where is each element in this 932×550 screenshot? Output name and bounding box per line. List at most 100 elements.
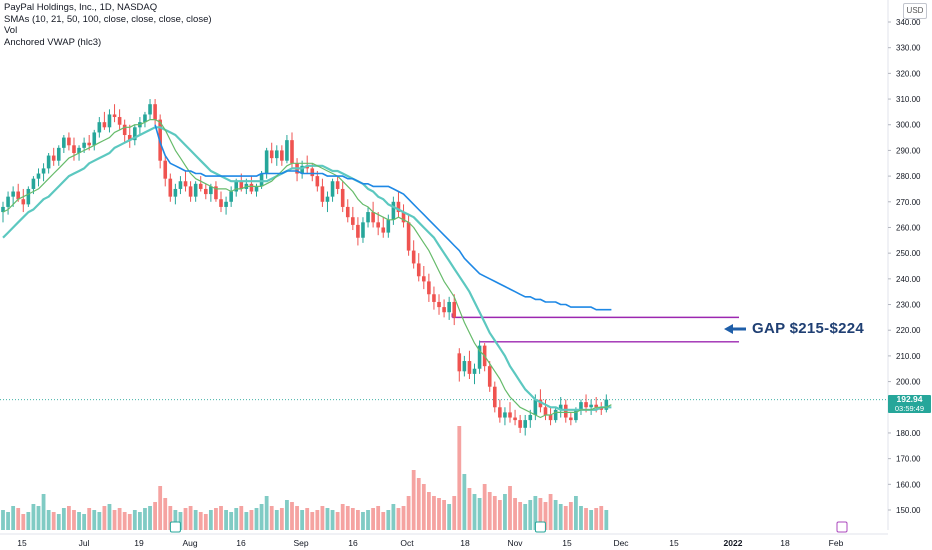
volume-bar <box>442 500 446 530</box>
price-tick-label: 170.00 <box>896 455 921 464</box>
earnings-marker[interactable] <box>169 521 181 533</box>
candle-body <box>6 196 10 207</box>
price-tick-label: 300.00 <box>896 121 921 130</box>
candle-body <box>117 117 122 125</box>
candle-body <box>163 160 168 179</box>
volume-bar <box>568 502 573 530</box>
earnings-marker[interactable] <box>836 521 848 533</box>
candle-body <box>538 399 543 408</box>
volume-bar <box>599 506 604 530</box>
volume-bar <box>173 510 178 530</box>
sma-legend[interactable]: SMAs (10, 21, 50, 100, close, close, clo… <box>4 13 212 25</box>
candle-body <box>209 186 213 195</box>
volume-bar <box>503 494 507 530</box>
symbol-title[interactable]: PayPal Holdings, Inc., 1D, NASDAQ <box>4 2 158 13</box>
chart-legend: PayPal Holdings, Inc., 1D, NASDAQ SMAs (… <box>4 2 212 48</box>
volume-bar <box>330 510 335 530</box>
volume-bar <box>548 494 553 530</box>
candle-body <box>345 206 350 218</box>
candle-body <box>239 181 244 189</box>
volume-bar <box>350 508 355 530</box>
candle-body <box>193 183 198 197</box>
volume-bar <box>11 506 16 530</box>
volume-bar <box>158 486 163 530</box>
volume-bar <box>239 506 244 530</box>
volume-bar <box>41 494 46 530</box>
price-tick-label: 320.00 <box>896 69 921 78</box>
volume-bar <box>589 510 594 530</box>
volume-bar <box>188 506 193 530</box>
volume-bar <box>584 508 588 530</box>
price-axis[interactable]: 150.00160.00170.00180.00190.00200.00210.… <box>887 0 921 530</box>
volume-bar <box>193 510 198 530</box>
volume-legend[interactable]: Vol <box>4 25 18 36</box>
volume-bar <box>1 510 5 530</box>
candle-body <box>330 181 335 197</box>
volume-bar <box>553 500 558 530</box>
last-price-value: 192.94 <box>896 394 923 404</box>
candle-body <box>183 181 188 187</box>
volume-bar <box>325 508 330 530</box>
candle-body <box>259 173 264 187</box>
volume-bar <box>457 426 462 530</box>
volume-bar <box>492 496 497 530</box>
volume-bar <box>543 502 548 530</box>
volume-bar <box>56 514 61 530</box>
candle-body <box>533 399 538 415</box>
volume-bar <box>579 506 583 530</box>
time-axis[interactable]: 15 Jul 19 Aug 16 Sep 16 Oct 18 Nov 15 Dec 15 2022 18 Fe… <box>0 533 888 548</box>
volume-bar <box>361 512 365 530</box>
candle-body <box>351 217 355 225</box>
volume-bar <box>558 504 563 530</box>
volume-bar <box>462 474 467 530</box>
candle-body <box>168 178 173 197</box>
volume-bar <box>148 506 152 530</box>
candle-body <box>310 168 315 177</box>
volume-bar <box>274 510 279 530</box>
candle-body <box>290 140 294 164</box>
volume-bar <box>376 506 381 530</box>
candle-body <box>11 191 15 197</box>
candle-body <box>376 222 380 228</box>
vwap-legend[interactable]: Anchored VWAP (hlc3) <box>4 36 102 48</box>
candle-body <box>356 224 360 238</box>
candle-body <box>224 201 228 207</box>
price-tick-label: 310.00 <box>896 95 921 104</box>
price-tick-label: 280.00 <box>896 172 921 181</box>
candle-body <box>269 150 274 159</box>
volume-bar <box>92 510 97 530</box>
candle-body <box>604 399 609 410</box>
volume-bar <box>61 508 66 530</box>
volume-bar <box>219 506 223 530</box>
candle-body <box>127 135 132 141</box>
volume-bar <box>426 492 431 530</box>
event-markers[interactable] <box>169 521 848 533</box>
volume-bar <box>416 478 421 530</box>
volume-bar <box>249 510 254 530</box>
candle-body <box>77 147 81 153</box>
candle-body <box>107 114 112 128</box>
candle-body <box>148 104 152 115</box>
currency-badge[interactable]: USD <box>903 3 927 19</box>
volume-bar <box>411 470 416 530</box>
candle-body <box>396 201 401 213</box>
volume-bar <box>46 510 51 530</box>
price-tick-label: 210.00 <box>896 352 921 361</box>
candle-body <box>335 181 340 189</box>
candle-body <box>198 183 203 189</box>
candle-body <box>133 127 137 141</box>
time-tick-label: Feb <box>829 538 844 548</box>
candle-body <box>72 145 76 153</box>
volume-bar <box>203 514 208 530</box>
volume-bar <box>82 514 87 530</box>
candle-body <box>508 412 512 418</box>
time-tick-label: Aug <box>182 538 197 548</box>
volume-bar <box>127 514 132 530</box>
time-tick-label: 15 <box>17 538 27 548</box>
volume-bar <box>497 500 502 530</box>
volume-bar <box>234 508 239 530</box>
earnings-marker[interactable] <box>534 521 546 533</box>
candle-body <box>361 222 365 238</box>
candle-body <box>41 168 46 174</box>
